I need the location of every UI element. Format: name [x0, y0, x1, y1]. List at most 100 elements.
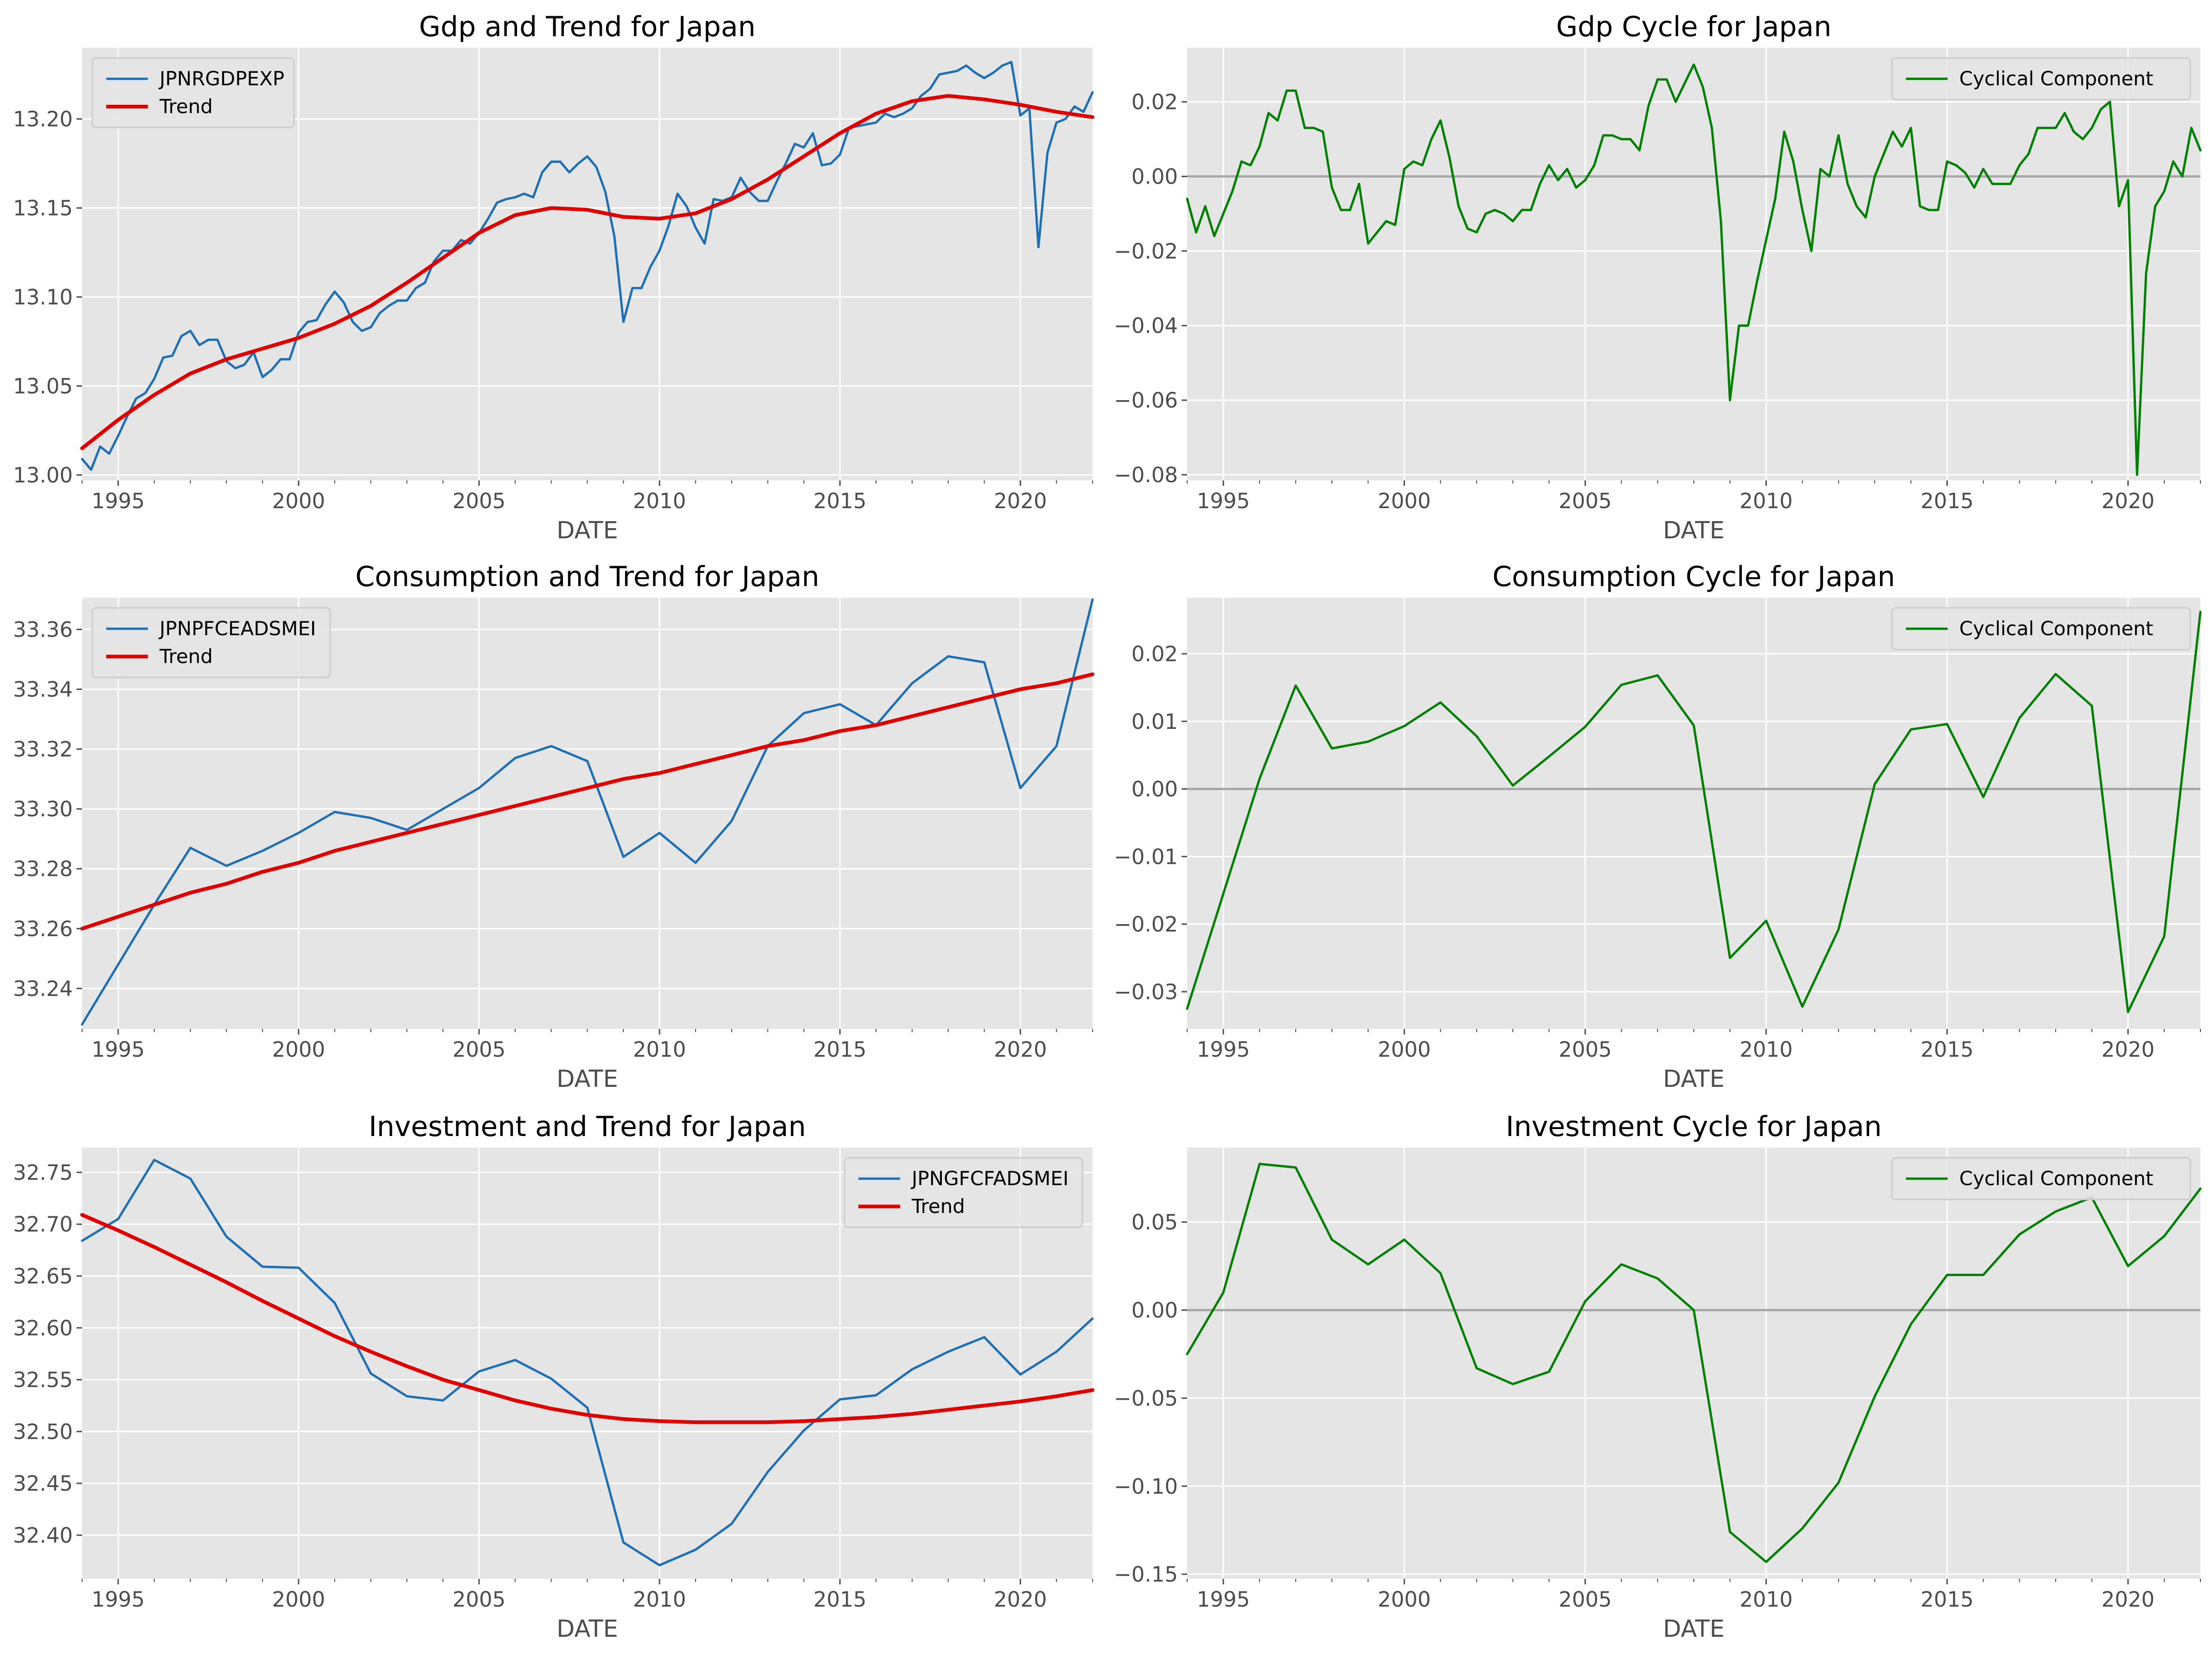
y-tick-label: 32.65 — [13, 1264, 73, 1289]
x-tick-label: 2015 — [813, 1037, 867, 1062]
x-axis-label: DATE — [1663, 1066, 1725, 1093]
chart-title: Gdp Cycle for Japan — [1556, 11, 1832, 43]
legend-box — [844, 1157, 1083, 1228]
y-tick-label: 33.30 — [13, 797, 73, 822]
legend-label: Cyclical Component — [1959, 1167, 2153, 1190]
legend-label: Cyclical Component — [1959, 617, 2153, 640]
y-tick-label: 0.00 — [1132, 777, 1178, 802]
y-tick-label: 32.70 — [13, 1212, 73, 1237]
y-tick-label: 0.01 — [1132, 709, 1178, 734]
y-tick-label: 33.36 — [13, 617, 73, 642]
y-tick-label: 32.75 — [13, 1160, 73, 1185]
x-tick-label: 2000 — [272, 1037, 326, 1062]
y-tick-label: 33.34 — [13, 677, 73, 702]
legend: Cyclical Component — [1891, 57, 2191, 101]
y-tick-label: 32.50 — [13, 1419, 73, 1444]
x-tick-label: 2005 — [453, 1587, 506, 1612]
x-tick-label: 2010 — [633, 1037, 686, 1062]
x-tick-label: 2005 — [453, 1037, 506, 1062]
y-tick-label: 32.55 — [13, 1368, 73, 1392]
y-tick-label: −0.04 — [1114, 313, 1178, 338]
x-tick-label: 2000 — [1378, 1587, 1431, 1612]
legend-label: JPNGFCFADSMEI — [910, 1167, 1068, 1190]
series-line-2 — [80, 94, 1094, 450]
y-tick-label: 0.05 — [1132, 1210, 1178, 1235]
y-tick-label: 33.32 — [13, 737, 73, 762]
x-tick-label: 2000 — [1378, 1037, 1431, 1062]
x-tick-label: 1995 — [92, 1587, 145, 1612]
x-tick-label: 2015 — [1920, 1037, 1974, 1062]
legend-label: JPNRGDPEXP — [158, 67, 284, 90]
plot-area — [1187, 598, 2200, 1029]
x-tick-label: 2015 — [813, 489, 867, 513]
legend: JPNRGDPEXP Trend — [91, 57, 295, 128]
series-line-1 — [1186, 611, 2202, 1014]
legend-box — [91, 57, 295, 128]
legend-label: Trend — [159, 95, 213, 118]
y-tick-label: −0.03 — [1114, 980, 1178, 1004]
y-tick-label: −0.01 — [1114, 844, 1178, 869]
x-tick-label: 2010 — [1739, 1587, 1793, 1612]
y-tick-label: 13.05 — [13, 374, 73, 399]
y-tick-label: 13.00 — [13, 463, 73, 487]
series-line-2 — [80, 672, 1094, 931]
series-line-1 — [81, 61, 1094, 471]
chart-panel-4: 1995 2000 2005 2010 2015 2020 −0.03 −0.02 −0.01 0… — [1114, 561, 2202, 1093]
x-tick-label: 2005 — [1559, 1037, 1612, 1062]
series-line-1 — [1186, 63, 2202, 476]
x-axis-label: DATE — [1663, 1615, 1725, 1643]
y-tick-label: 33.26 — [13, 917, 73, 941]
x-axis-label: DATE — [556, 1615, 618, 1643]
legend-box — [1891, 607, 2191, 651]
x-tick-label: 2010 — [1739, 489, 1793, 513]
series-line-1 — [81, 598, 1094, 1026]
y-tick-label: 32.40 — [13, 1523, 73, 1548]
plot-area — [1187, 48, 2200, 480]
x-tick-label: 2020 — [994, 1587, 1047, 1612]
chart-panel-1: 1995 2000 2005 2010 2015 2020 13.00 13.05 13.10 1… — [13, 11, 1094, 544]
x-tick-label: 2005 — [1559, 1587, 1612, 1612]
chart-title: Consumption and Trend for Japan — [355, 561, 819, 593]
x-tick-label: 2010 — [633, 489, 686, 513]
chart-title: Consumption Cycle for Japan — [1492, 561, 1895, 593]
chart-title: Investment Cycle for Japan — [1506, 1111, 1882, 1143]
y-tick-label: 13.10 — [13, 285, 73, 310]
y-tick-label: 33.24 — [13, 976, 73, 1001]
x-tick-label: 1995 — [1197, 1587, 1250, 1612]
legend-label: Cyclical Component — [1959, 67, 2153, 90]
x-tick-label: 2015 — [813, 1587, 867, 1612]
y-tick-label: 33.28 — [13, 857, 73, 881]
chart-panel-3: 1995 2000 2005 2010 2015 2020 33.24 33.26 33.28 3… — [13, 561, 1094, 1093]
y-tick-label: 32.60 — [13, 1316, 73, 1340]
x-axis-label: DATE — [1663, 517, 1725, 544]
series-line-1 — [81, 1159, 1094, 1567]
x-tick-label: 2020 — [2102, 1037, 2155, 1062]
x-tick-label: 1995 — [92, 489, 145, 513]
x-tick-label: 2010 — [633, 1587, 686, 1612]
y-tick-label: −0.02 — [1114, 239, 1178, 263]
legend-label: JPNPFCEADSMEI — [158, 617, 316, 640]
x-tick-label: 2015 — [1920, 489, 1974, 513]
legend-label: Trend — [159, 645, 213, 668]
y-tick-label: 13.20 — [13, 107, 73, 132]
chart-panel-2: 1995 2000 2005 2010 2015 2020 −0.08 −0.06 −0.04 −… — [1114, 11, 2202, 544]
y-tick-label: 0.02 — [1132, 90, 1178, 115]
chart-title: Investment and Trend for Japan — [369, 1111, 806, 1143]
y-tick-label: −0.15 — [1114, 1562, 1178, 1587]
y-tick-label: −0.08 — [1114, 463, 1178, 487]
x-tick-label: 2020 — [2102, 489, 2155, 513]
x-tick-label: 2005 — [453, 489, 506, 513]
y-tick-label: 0.02 — [1132, 642, 1178, 666]
legend: Cyclical Component — [1891, 1157, 2191, 1200]
x-tick-label: 2020 — [2102, 1587, 2155, 1612]
chart-panel-6: 1995 2000 2005 2010 2015 2020 −0.15 −0.10 −0.05 0… — [1114, 1111, 2202, 1643]
legend-label: Trend — [911, 1195, 965, 1218]
x-tick-label: 2000 — [272, 1587, 326, 1612]
x-tick-label: 2000 — [272, 489, 326, 513]
chart-title: Gdp and Trend for Japan — [419, 11, 756, 43]
x-tick-label: 2015 — [1920, 1587, 1974, 1612]
y-tick-label: 13.15 — [13, 196, 73, 221]
x-tick-label: 2005 — [1559, 489, 1612, 513]
legend: JPNPFCEADSMEI Trend — [91, 607, 331, 678]
